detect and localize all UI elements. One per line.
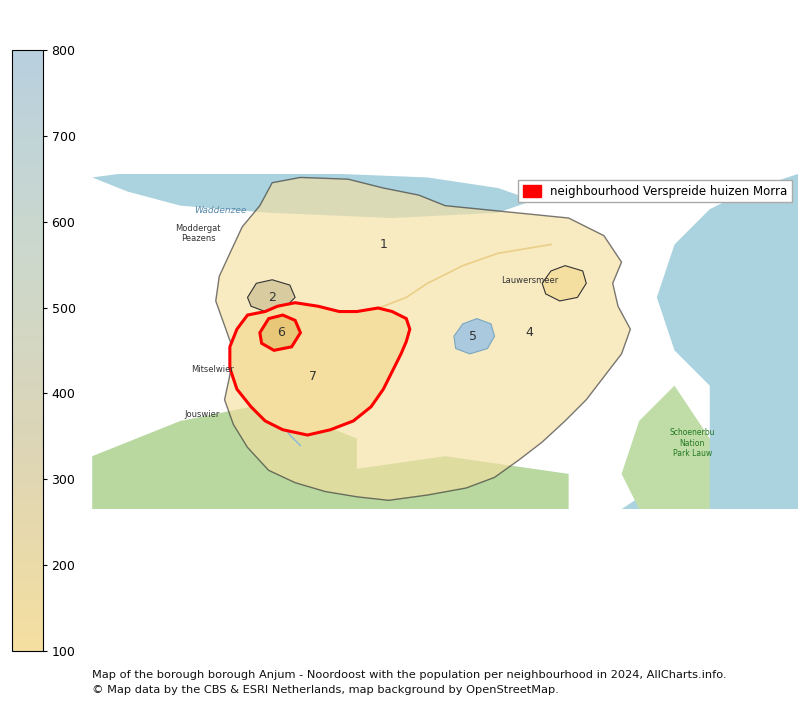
Polygon shape [92,403,357,509]
Polygon shape [542,265,586,301]
Polygon shape [454,319,495,354]
Polygon shape [269,457,569,509]
Polygon shape [622,174,798,509]
Polygon shape [248,280,295,311]
Text: © Map data by the CBS & ESRI Netherlands, map background by OpenStreetMap.: © Map data by the CBS & ESRI Netherlands… [92,685,559,695]
Polygon shape [230,303,410,435]
Text: 4: 4 [526,326,534,339]
Text: Jouswier: Jouswier [184,411,219,419]
Text: Schoenerbu
Nation
Park Lauw: Schoenerbu Nation Park Lauw [670,429,715,458]
Text: Map of the borough borough Anjum - Noordoost with the population per neighbourho: Map of the borough borough Anjum - Noord… [92,670,727,680]
Text: 1: 1 [379,238,387,251]
Polygon shape [260,315,301,350]
Text: 6: 6 [277,326,285,339]
Polygon shape [92,170,533,218]
Text: 7: 7 [309,370,317,383]
Text: Lauwersmeer: Lauwersmeer [501,276,558,285]
Text: Moddergat
Peazens: Moddergat Peazens [176,224,221,243]
Legend: neighbourhood Verspreide huizen Morra: neighbourhood Verspreide huizen Morra [518,180,792,202]
Text: Mitselwier: Mitselwier [191,365,233,373]
Text: 2: 2 [268,291,276,304]
Text: 5: 5 [469,330,477,343]
Text: Waddenzee: Waddenzee [195,206,247,215]
Polygon shape [622,385,710,509]
Polygon shape [216,178,630,500]
